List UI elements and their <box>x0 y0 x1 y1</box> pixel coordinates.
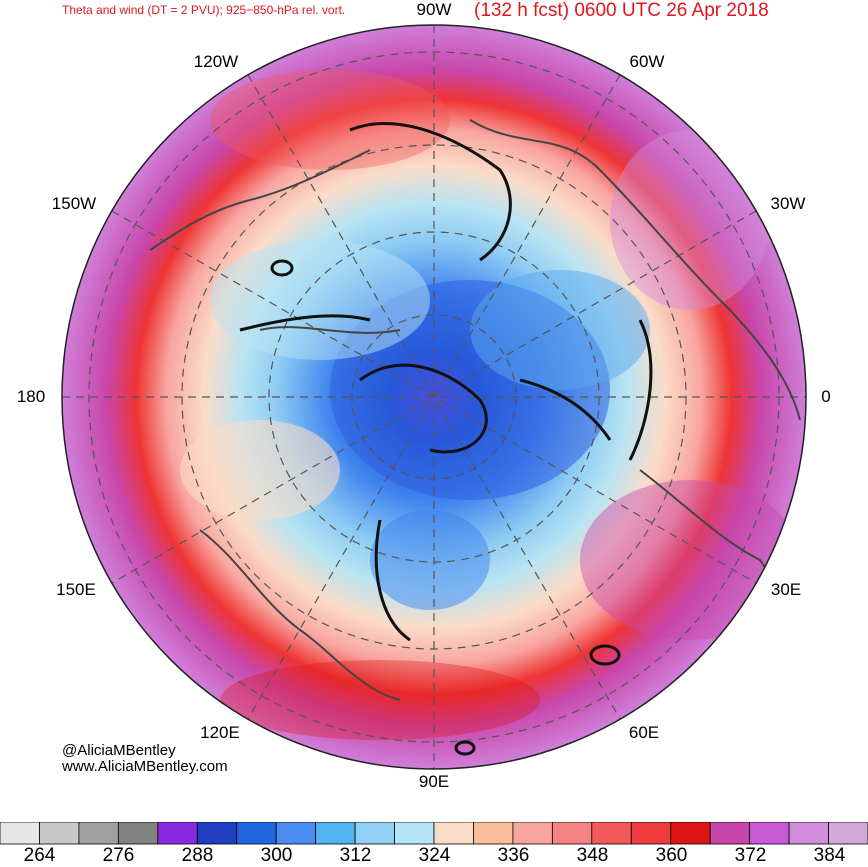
colorbar-tick-label: 288 <box>181 845 214 866</box>
colorbar-tick-label: 276 <box>102 845 135 866</box>
colorbar-swatch <box>196 822 238 845</box>
lon-label-120w: 120W <box>193 52 239 71</box>
colorbar-swatch <box>354 822 395 845</box>
lon-label-180: 180 <box>16 387 46 406</box>
colorbar-swatch <box>0 822 40 845</box>
lon-label-30w: 30W <box>770 194 806 213</box>
graticule <box>62 25 806 769</box>
colorbar-tick-label: 348 <box>576 845 609 866</box>
colorbar-swatch <box>275 822 317 845</box>
colorbar-tick-label: 324 <box>418 845 451 866</box>
chart-subtitle: Theta and wind (DT = 2 PVU); 925−850-hPa… <box>62 3 346 17</box>
lon-label-150e: 150E <box>56 580 96 599</box>
colorbar-swatch <box>709 822 751 845</box>
colorbar <box>0 822 868 845</box>
colorbar-swatch <box>630 822 672 845</box>
credit-handle: @AliciaMBentley <box>62 742 176 759</box>
colorbar-swatch <box>591 822 632 845</box>
colorbar-tick-label: 312 <box>339 845 372 866</box>
lon-label-90e: 90E <box>418 772 450 791</box>
lon-label-120e: 120E <box>200 723 240 742</box>
lon-label-60e: 60E <box>628 723 660 742</box>
colorbar-swatch <box>788 822 829 845</box>
lon-label-30e: 30E <box>770 580 802 599</box>
lon-label-0: 0 <box>821 387 831 406</box>
colorbar-swatch <box>236 822 277 845</box>
colorbar-swatch <box>551 822 593 845</box>
polar-map <box>61 24 807 770</box>
credit-website: www.AliciaMBentley.com <box>62 758 228 775</box>
vorticity-contours <box>239 122 653 756</box>
colorbar-swatch <box>512 822 553 845</box>
colorbar-tick-label: 372 <box>734 845 767 866</box>
colorbar-swatch <box>394 822 435 845</box>
lon-label-150w: 150W <box>51 194 97 213</box>
colorbar-swatch <box>117 822 159 845</box>
colorbar-tick-label: 264 <box>23 845 56 866</box>
colorbar-swatch <box>670 822 711 845</box>
lon-label-60w: 60W <box>629 52 665 71</box>
colorbar-tick-label: 336 <box>497 845 530 866</box>
colorbar-tick-label: 384 <box>813 845 846 866</box>
colorbar-swatch <box>473 822 514 845</box>
colorbar-swatch <box>39 822 80 845</box>
chart-title: (132 h fcst) 0600 UTC 26 Apr 2018 <box>474 0 769 21</box>
colorbar-swatch <box>749 822 790 845</box>
colorbar-tick-label: 360 <box>655 845 688 866</box>
colorbar-swatch <box>157 822 198 845</box>
colorbar-swatch <box>433 822 474 845</box>
colorbar-tick-label: 300 <box>260 845 293 866</box>
lon-label-90w: 90W <box>416 0 452 19</box>
colorbar-swatch <box>78 822 119 845</box>
map-border <box>61 24 807 770</box>
colorbar-swatch <box>828 822 868 845</box>
colorbar-swatch <box>315 822 356 845</box>
